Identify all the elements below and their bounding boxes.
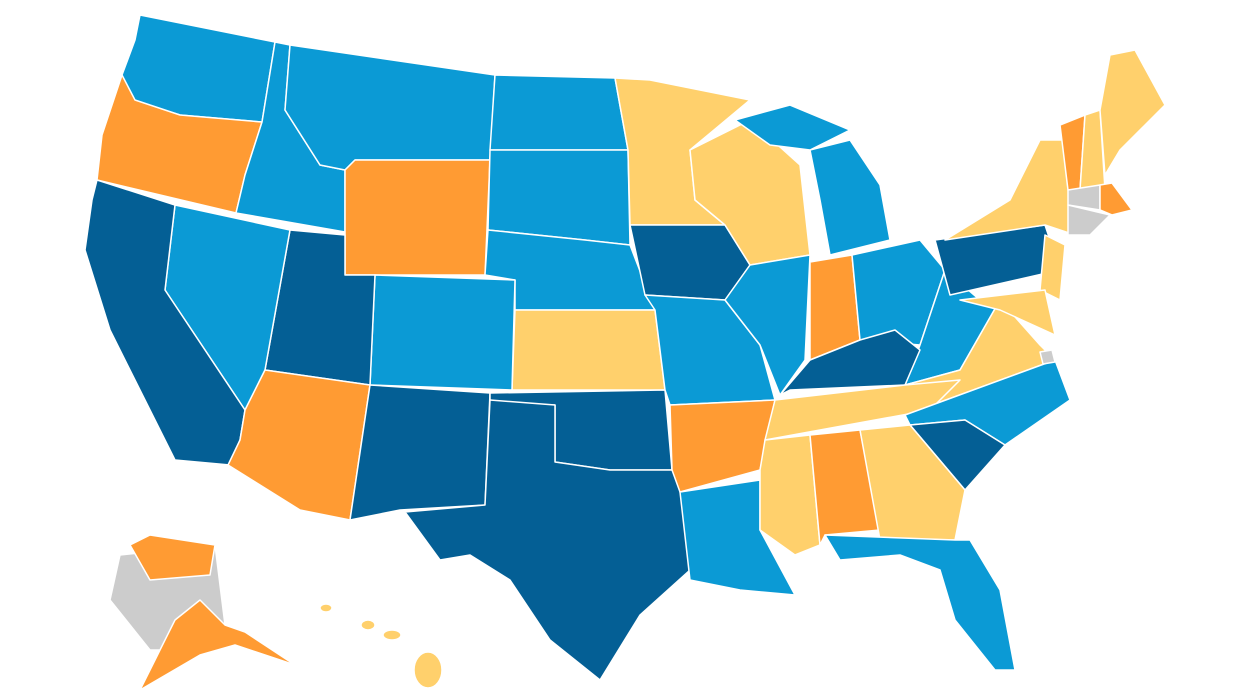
new-jersey [1039, 234, 1066, 301]
dc-area [1039, 349, 1056, 365]
maine [1099, 49, 1166, 176]
new-york [944, 139, 1076, 241]
south-dakota [487, 149, 631, 246]
alabama [809, 429, 881, 546]
hawaii-island [360, 619, 376, 631]
north-dakota [489, 74, 629, 151]
hawaii-island [382, 629, 402, 641]
alaska [109, 534, 296, 691]
colorado [369, 274, 516, 391]
montana [284, 44, 496, 171]
hawaii [319, 603, 443, 689]
florida [824, 534, 1016, 671]
maryland-delaware [959, 289, 1056, 336]
new-mexico [349, 384, 491, 521]
hawaii-island [319, 603, 333, 613]
alaska-north [129, 534, 216, 581]
arkansas [669, 399, 776, 493]
massachusetts-east [1099, 182, 1133, 216]
texas [404, 399, 691, 681]
wyoming [344, 159, 491, 276]
tennessee [764, 379, 961, 441]
kentucky [779, 329, 921, 396]
california [84, 179, 246, 466]
alaska-south [139, 599, 296, 691]
connecticut-rhode-island [1067, 204, 1111, 236]
states [84, 14, 1166, 681]
michigan-upper [734, 104, 851, 151]
georgia [859, 424, 966, 541]
kansas [511, 309, 666, 391]
michigan-lower [809, 139, 891, 256]
hawaii-island [413, 651, 443, 689]
